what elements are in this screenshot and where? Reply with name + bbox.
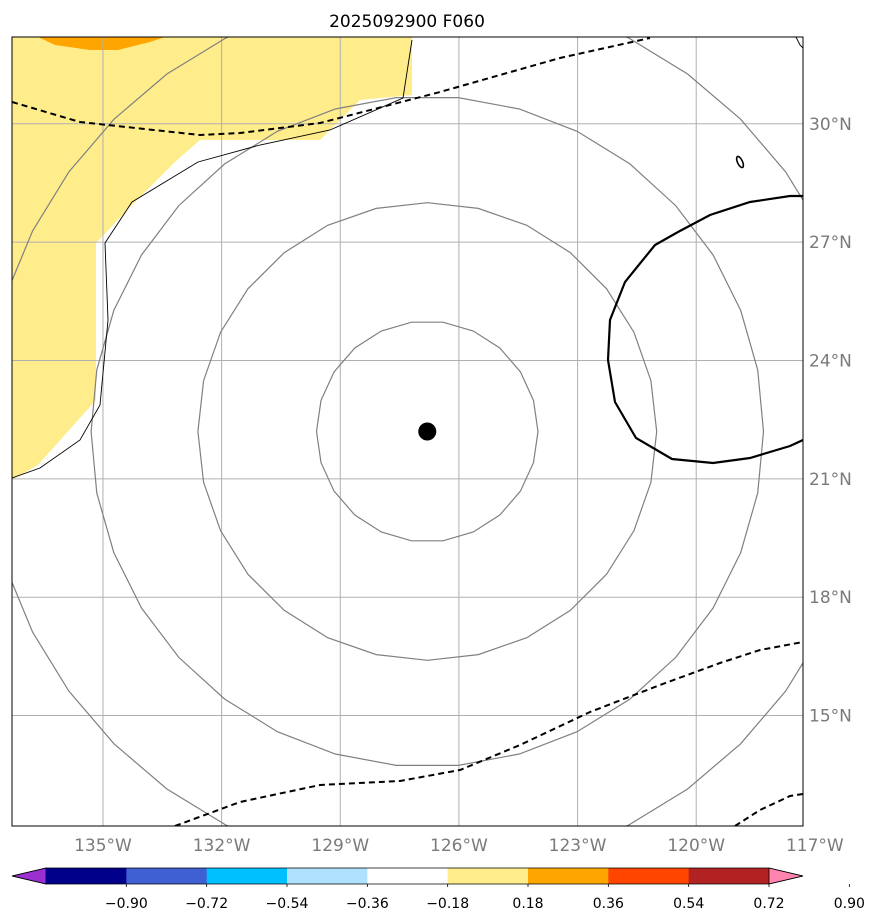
colorbar-label: 0.54: [673, 896, 704, 912]
colorbar-extend-max: [768, 867, 804, 885]
contour-circle-3: [12, 37, 803, 826]
colorbar-swatch-6: [447, 868, 529, 884]
lon-label: 135°W: [74, 836, 132, 856]
colorbar-swatch-9: [688, 868, 770, 884]
lon-label: 117°W: [786, 836, 844, 856]
colorbar-swatch-5: [367, 868, 449, 884]
colorbar-outline: [11, 867, 804, 885]
colorbar-label: −0.72: [185, 896, 228, 912]
colorbar-swatch-1: [46, 868, 127, 884]
solid-contour-east: [606, 194, 803, 465]
lat-label: 15°N: [809, 707, 852, 727]
yellow-shaded-region: [12, 37, 412, 480]
lon-label: 123°W: [549, 836, 607, 856]
lat-label: 30°N: [809, 115, 852, 135]
concentric-contours: [12, 37, 803, 826]
colorbar-label: 0.18: [512, 896, 543, 912]
dashed-contour-south: [174, 641, 803, 826]
contour-circle-0: [315, 321, 539, 542]
colorbar-label: −0.36: [346, 896, 389, 912]
dashed-contour-southeast: [734, 793, 803, 826]
colorbar-label: 0.90: [834, 896, 865, 912]
colorbar-swatch-8: [608, 868, 690, 884]
orange-shaded-region: [38, 37, 165, 50]
dashed-contour-north: [12, 37, 651, 137]
colorbar-swatch-3: [206, 868, 288, 884]
coastline-corner: [795, 37, 803, 49]
coastline: [12, 39, 413, 479]
storm-center-marker: [418, 422, 437, 441]
colorbar-swatch-4: [287, 868, 368, 884]
colorbar-swatch-2: [126, 868, 208, 884]
colorbar-label: −0.90: [105, 896, 148, 912]
latitude-labels: 15°N 18°N 21°N 24°N 27°N 30°N: [809, 115, 852, 727]
longitude-labels: 135°W 132°W 129°W 126°W 123°W 120°W 117°W: [74, 836, 844, 856]
contour-circle-1: [197, 202, 658, 661]
colorbar-extend-min: [11, 867, 47, 885]
colorbar: [11, 867, 804, 885]
lat-label: 21°N: [809, 470, 852, 490]
lat-label: 18°N: [809, 588, 852, 608]
graticule: [12, 37, 803, 826]
map-title: 2025092900 F060: [329, 12, 485, 32]
colorbar-label: −0.54: [266, 896, 309, 912]
lat-label: 27°N: [809, 233, 852, 253]
colorbar-label: 0.72: [753, 896, 784, 912]
map-area: [12, 37, 803, 826]
lon-label: 120°W: [667, 836, 725, 856]
lon-label: 132°W: [193, 836, 251, 856]
contour-circle-2: [90, 97, 765, 766]
lon-label: 126°W: [430, 836, 488, 856]
lat-label: 24°N: [809, 351, 852, 371]
map-frame: [11, 36, 804, 827]
lon-label: 129°W: [311, 836, 369, 856]
colorbar-label: 0.36: [593, 896, 624, 912]
small-contour-loop: [735, 155, 745, 169]
colorbar-labels: −0.90 −0.72 −0.54 −0.36 −0.18 0.18 0.36 0.54 0.7…: [105, 884, 865, 912]
colorbar-label: −0.18: [426, 896, 469, 912]
colorbar-swatch-7: [528, 868, 609, 884]
